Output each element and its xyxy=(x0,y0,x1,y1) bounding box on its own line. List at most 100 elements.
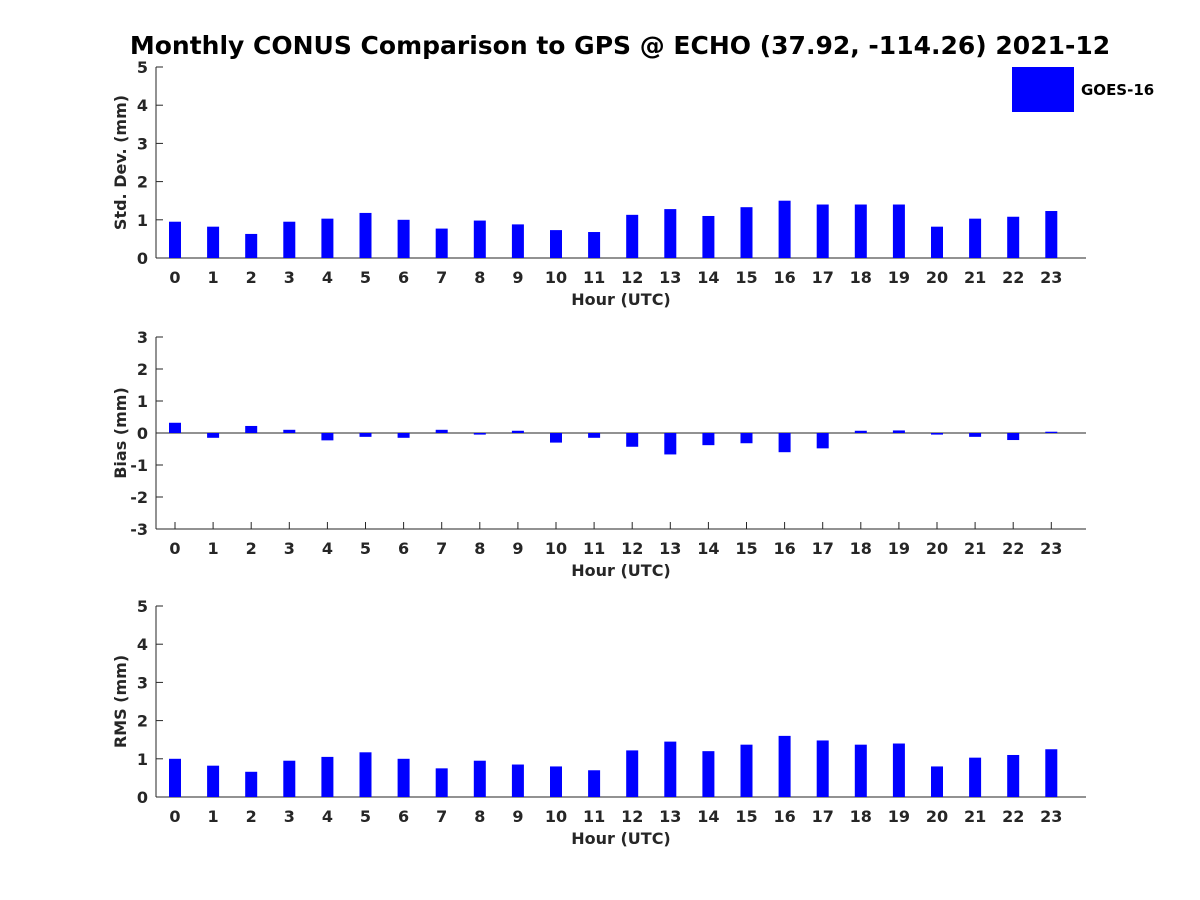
bar-hour-11 xyxy=(588,770,601,797)
x-tick-label: 18 xyxy=(850,539,872,558)
x-tick-label: 16 xyxy=(773,539,795,558)
bar-hour-2 xyxy=(245,771,258,797)
legend-label: GOES-16 xyxy=(1081,81,1154,99)
bar-hour-13 xyxy=(664,209,677,258)
x-tick-label: 8 xyxy=(474,539,485,558)
x-tick-label: 20 xyxy=(926,268,948,287)
bar-hour-15 xyxy=(740,433,753,444)
bar-hour-5 xyxy=(359,433,372,437)
bar-hour-21 xyxy=(969,218,982,258)
bar-hour-8 xyxy=(473,433,486,435)
bar-hour-18 xyxy=(854,204,867,258)
bar-hour-5 xyxy=(359,752,372,797)
x-tick-label: 4 xyxy=(322,807,333,826)
x-tick-label: 9 xyxy=(512,268,523,287)
bar-hour-19 xyxy=(892,430,905,433)
y-axis-label: Bias (mm) xyxy=(111,387,130,479)
bar-hour-21 xyxy=(969,757,982,797)
x-tick-label: 14 xyxy=(697,268,719,287)
y-tick-label: 1 xyxy=(137,392,148,411)
bar-hour-14 xyxy=(702,433,715,446)
bar-hour-10 xyxy=(550,766,562,797)
x-axis-label: Hour (UTC) xyxy=(571,829,671,848)
bar-hour-9 xyxy=(511,224,524,258)
bar-hour-8 xyxy=(473,760,486,797)
bar-hour-23 xyxy=(1045,211,1058,258)
bar-hour-0 xyxy=(169,758,181,797)
x-tick-label: 5 xyxy=(360,539,371,558)
x-tick-label: 22 xyxy=(1002,268,1024,287)
bar-hour-1 xyxy=(207,765,220,797)
bar-hour-12 xyxy=(626,214,639,258)
x-tick-label: 0 xyxy=(169,539,180,558)
x-tick-label: 4 xyxy=(322,539,333,558)
x-tick-label: 6 xyxy=(398,807,409,826)
x-tick-label: 7 xyxy=(436,268,447,287)
bar-hour-1 xyxy=(207,226,220,258)
bar-hour-11 xyxy=(588,433,601,438)
x-tick-label: 22 xyxy=(1002,539,1024,558)
bar-hour-13 xyxy=(664,433,677,455)
x-tick-label: 5 xyxy=(360,268,371,287)
x-tick-label: 15 xyxy=(735,539,757,558)
y-tick-label: 5 xyxy=(137,58,148,77)
x-tick-label: 1 xyxy=(208,268,219,287)
bar-hour-17 xyxy=(816,740,829,797)
y-tick-label: -3 xyxy=(130,520,148,539)
bar-hour-16 xyxy=(778,200,791,258)
bar-hour-18 xyxy=(854,744,867,797)
bar-hour-13 xyxy=(664,741,677,797)
bar-hour-23 xyxy=(1045,431,1058,433)
bar-hour-22 xyxy=(1007,433,1020,441)
bar-hour-12 xyxy=(626,750,639,797)
bar-hour-20 xyxy=(931,226,943,258)
chart-title: Monthly CONUS Comparison to GPS @ ECHO (… xyxy=(130,31,1110,60)
bar-hour-18 xyxy=(854,430,867,433)
bar-hour-9 xyxy=(511,764,524,797)
y-tick-label: 4 xyxy=(137,635,148,654)
y-tick-label: 2 xyxy=(137,173,148,192)
x-tick-label: 17 xyxy=(812,807,834,826)
x-tick-label: 19 xyxy=(888,539,910,558)
x-tick-label: 7 xyxy=(436,539,447,558)
x-tick-label: 20 xyxy=(926,539,948,558)
y-axis-label: RMS (mm) xyxy=(111,655,130,748)
x-tick-label: 21 xyxy=(964,268,986,287)
bar-hour-15 xyxy=(740,744,753,797)
y-tick-label: 5 xyxy=(137,597,148,616)
bar-hour-14 xyxy=(702,751,715,797)
bar-hour-4 xyxy=(321,756,334,797)
y-tick-label: 1 xyxy=(137,211,148,230)
bar-hour-16 xyxy=(778,735,791,797)
bar-hour-6 xyxy=(397,219,410,258)
y-tick-label: 4 xyxy=(137,96,148,115)
bar-hour-10 xyxy=(550,230,562,258)
x-tick-label: 1 xyxy=(208,539,219,558)
bar-hour-20 xyxy=(931,766,943,797)
x-tick-label: 2 xyxy=(246,807,257,826)
bar-hour-22 xyxy=(1007,216,1020,258)
bar-hour-9 xyxy=(511,430,524,433)
x-tick-label: 9 xyxy=(512,539,523,558)
x-tick-label: 16 xyxy=(773,268,795,287)
x-tick-label: 17 xyxy=(812,539,834,558)
bar-hour-23 xyxy=(1045,749,1058,797)
x-tick-label: 13 xyxy=(659,539,681,558)
x-tick-label: 14 xyxy=(697,539,719,558)
bar-hour-20 xyxy=(931,433,943,435)
bar-hour-19 xyxy=(892,204,905,258)
bar-hour-12 xyxy=(626,433,639,447)
bar-hour-6 xyxy=(397,433,410,438)
x-tick-label: 12 xyxy=(621,539,643,558)
x-tick-label: 12 xyxy=(621,268,643,287)
y-tick-label: -2 xyxy=(130,488,148,507)
y-tick-label: -1 xyxy=(130,456,148,475)
x-tick-label: 10 xyxy=(545,807,567,826)
x-tick-label: 21 xyxy=(964,539,986,558)
x-tick-label: 6 xyxy=(398,539,409,558)
x-tick-label: 20 xyxy=(926,807,948,826)
